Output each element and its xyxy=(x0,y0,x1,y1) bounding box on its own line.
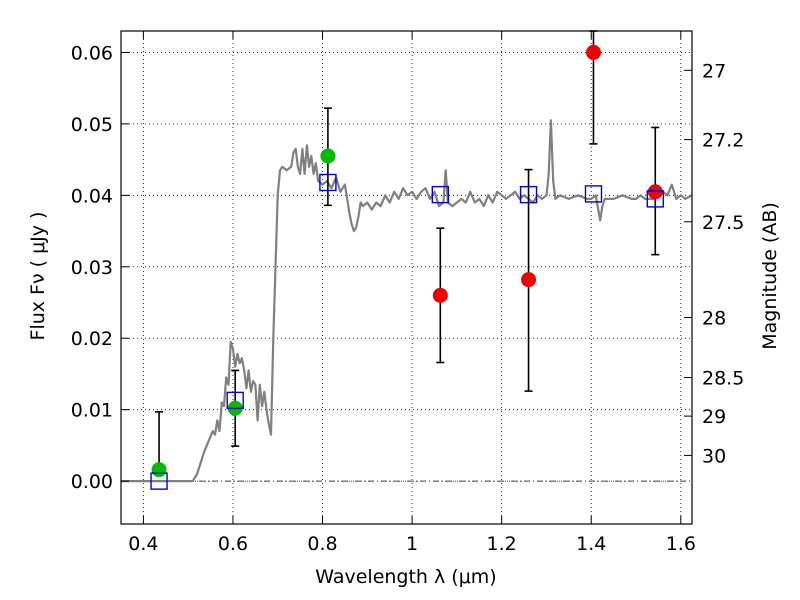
green-data-point xyxy=(151,462,167,478)
y2-tick-label: 27 xyxy=(702,60,726,82)
y-tick-label: 0.04 xyxy=(71,185,113,207)
y2-tick-label: 30 xyxy=(702,445,726,467)
x-tick-label: 0.6 xyxy=(218,533,248,555)
x-tick-label: 1.2 xyxy=(487,533,517,555)
y-tick-label: 0.01 xyxy=(71,400,113,422)
x-tick-label: 1 xyxy=(406,533,418,555)
x-tick-label: 1.4 xyxy=(576,533,606,555)
red-data-point xyxy=(647,184,663,200)
model-point xyxy=(431,185,450,204)
x-tick-label: 0.4 xyxy=(128,533,158,555)
x-tick-label: 0.8 xyxy=(307,533,337,555)
green-data-point xyxy=(320,148,336,164)
red-data-point xyxy=(432,287,448,303)
x-axis-label: Wavelength λ (μm) xyxy=(315,566,496,588)
y2-tick-labels: 27 27.2 27.5 28 28.5 29 30 xyxy=(702,60,744,467)
y2-tick-label: 27.5 xyxy=(702,212,744,234)
ticks-layer xyxy=(121,31,692,524)
model-point xyxy=(226,391,244,410)
y-axis-label: Flux Fν ( μJy ) xyxy=(27,212,49,341)
y2-tick-label: 29 xyxy=(702,406,726,428)
y2-tick-label: 27.2 xyxy=(702,130,744,152)
model-point xyxy=(319,173,337,192)
grid-layer xyxy=(121,31,692,524)
plot-frame xyxy=(120,30,693,525)
y-tick-label: 0.02 xyxy=(71,328,113,350)
red-data-point xyxy=(521,272,537,288)
y-tick-labels: 0.00 0.01 0.02 0.03 0.04 0.05 0.06 xyxy=(71,42,113,493)
x-tick-label: 1.6 xyxy=(666,533,696,555)
y-tick-label: 0.00 xyxy=(71,471,113,493)
y2-axis-label: Magnitude (AB) xyxy=(759,202,781,350)
y-tick-label: 0.03 xyxy=(71,257,113,279)
red-data-point xyxy=(585,44,601,60)
model-point xyxy=(150,472,168,490)
spectrum-line xyxy=(121,119,693,483)
observed-points-layer xyxy=(151,44,663,478)
y2-tick-label: 28.5 xyxy=(702,368,744,390)
model-points-layer xyxy=(150,173,664,490)
y2-tick-label: 28 xyxy=(702,308,726,330)
y-tick-label: 0.05 xyxy=(71,114,113,136)
model-point xyxy=(519,185,538,204)
x-tick-labels: 0.4 0.6 0.8 1 1.2 1.4 1.6 xyxy=(128,533,696,555)
model-point xyxy=(584,185,603,203)
y-tick-label: 0.06 xyxy=(71,42,113,64)
model-point xyxy=(646,190,664,208)
